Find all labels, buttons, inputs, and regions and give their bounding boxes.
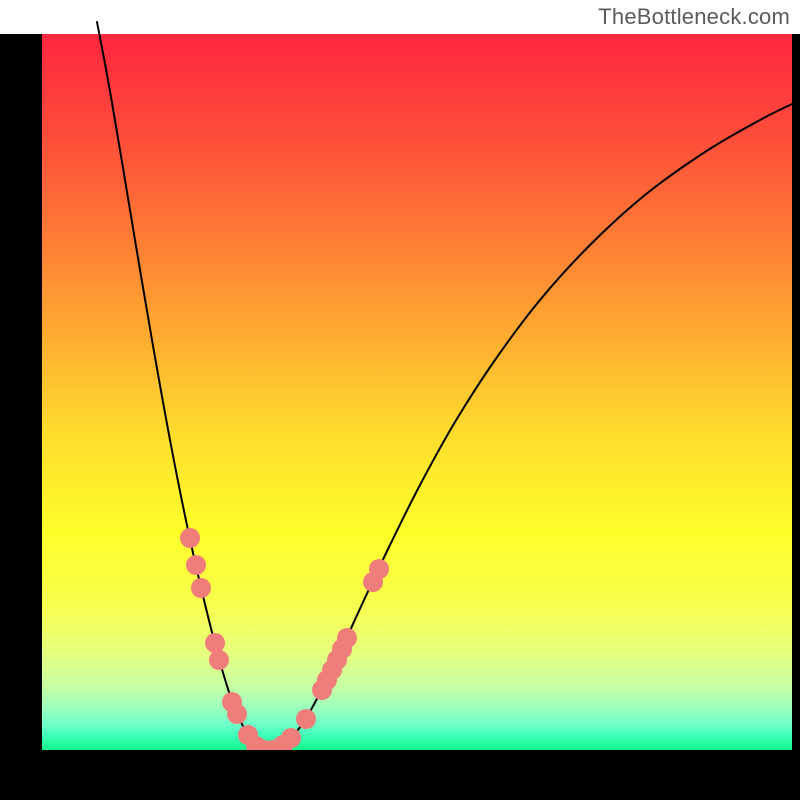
data-marker <box>186 555 206 575</box>
data-marker <box>209 650 229 670</box>
data-marker <box>296 709 316 729</box>
data-marker <box>369 559 389 579</box>
chart-canvas: TheBottleneck.com <box>0 0 800 800</box>
border-left <box>0 34 42 800</box>
data-marker <box>180 528 200 548</box>
data-marker <box>191 578 211 598</box>
border-bottom <box>0 750 800 800</box>
data-marker <box>281 728 301 748</box>
watermark-text: TheBottleneck.com <box>598 4 790 30</box>
data-marker <box>227 704 247 724</box>
border-right <box>792 34 800 800</box>
data-markers-layer <box>0 0 800 800</box>
data-marker <box>337 628 357 648</box>
